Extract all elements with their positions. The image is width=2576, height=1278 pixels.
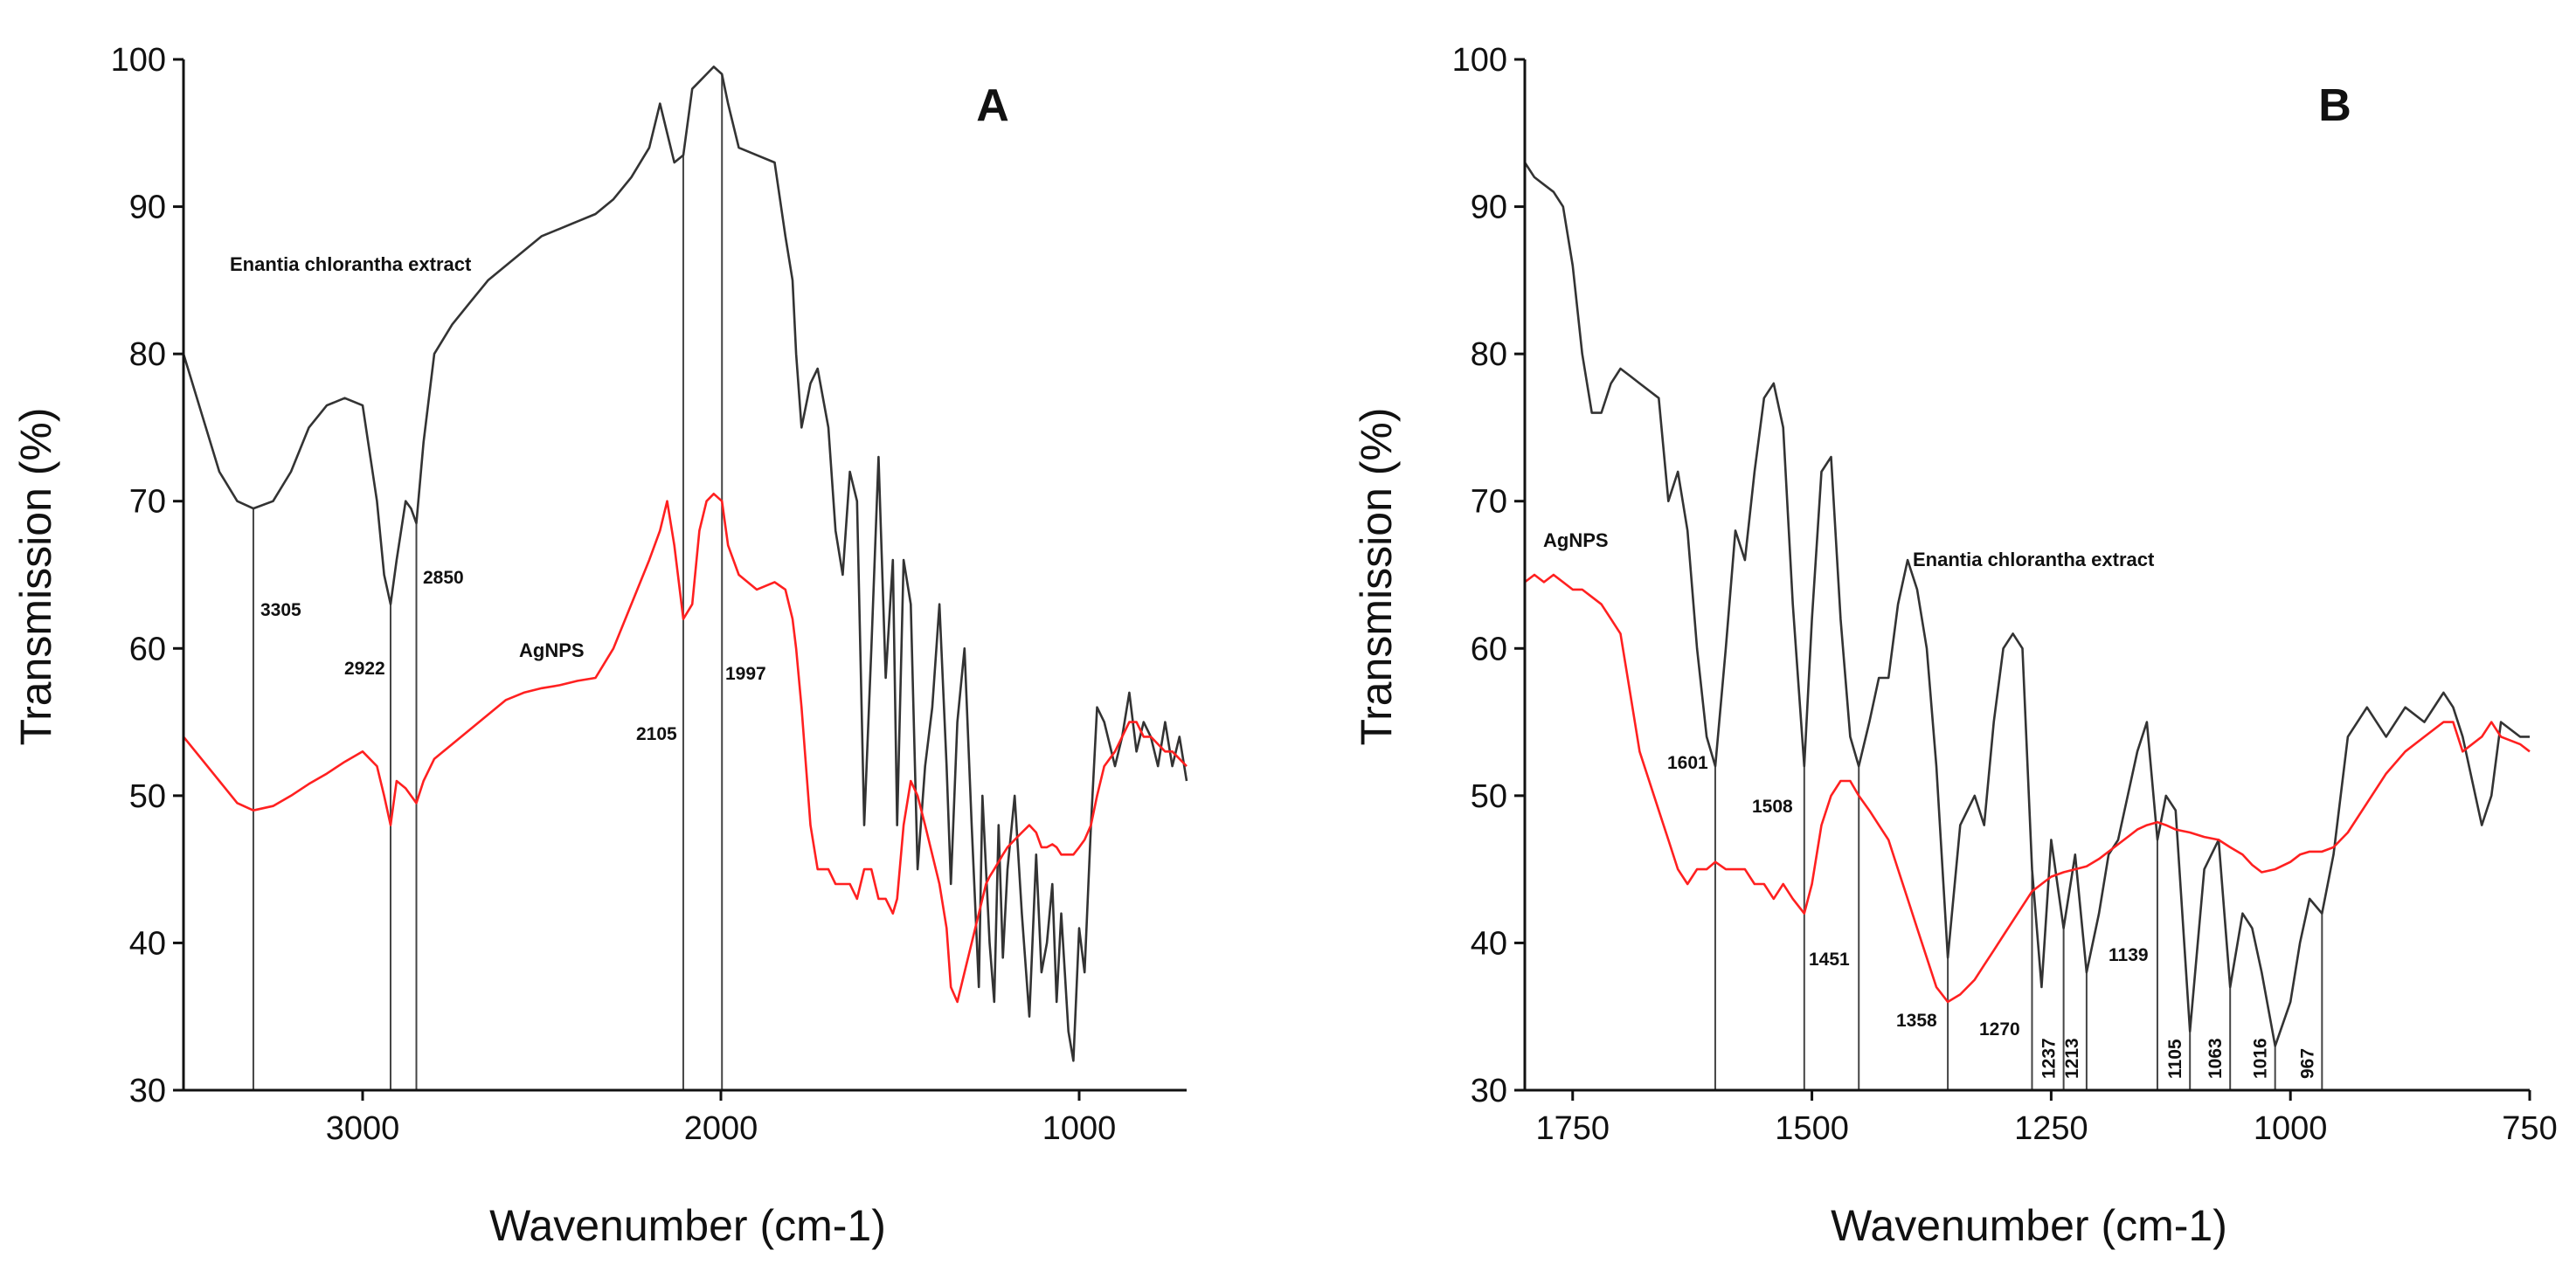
panel-a-annotation-label: 3305 [260,600,301,620]
panel-a-y-tick-label: 50 [129,778,166,815]
panel-a-annotation-label: 2922 [344,659,385,679]
panel-b-axes: 30 40 50 60 70 80 90 100 1750 1500 1250 1000 750 [1452,42,2558,1147]
panel-a-xlabel: Wavenumber (cm-1) [489,1201,886,1250]
panel-b-y-tick-label: 70 [1471,484,1507,521]
panel-b-y-tick-label: 60 [1471,631,1507,667]
panel-a-series-agnps-line [182,492,1188,1004]
panel-b-x-tick-label: 1000 [2254,1110,2328,1147]
panel-b-annotation-label: 1601 [1667,753,1708,773]
panel-b-agnps-label: AgNPS [1543,529,1609,551]
panel-a-series-extract-line [182,66,1188,1062]
panel-b-annotation-label: 1105 [2165,1039,2185,1079]
panel-b-x-tick-label: 750 [2502,1110,2557,1147]
panel-b-letter: B [2318,80,2351,131]
panel-b-x-tick-label: 1500 [1775,1110,1849,1147]
panel-b-x-tick-label: 1750 [1535,1110,1610,1147]
panel-a-y-tick-label: 70 [129,484,166,521]
panel-b-chart: 1601 1508 1451 1358 1270 1237 1213 1139 1105 1063… [1352,42,2558,1250]
panel-a-letter: A [976,80,1009,131]
panel-b-annotation-label: 967 [2297,1048,2317,1079]
panel-a-extract-label: Enantia chlorantha extract [230,253,472,275]
panel-b-annotation-label: 1270 [1979,1019,2020,1040]
panel-b-annotation-label: 1213 [2062,1038,2082,1079]
panel-a-y-tick-label: 80 [129,336,166,373]
panel-b-y-tick-label: 40 [1471,925,1507,962]
panel-b-y-tick-label: 80 [1471,336,1507,373]
panel-a-x-tick-label: 1000 [1042,1110,1117,1147]
panel-a-ylabel: Transmission (%) [11,407,60,745]
panel-b-series-agnps-line [1524,573,2531,1004]
panel-b-annotation-label: 1237 [2039,1038,2060,1079]
panel-b-annotation-label: 1063 [2206,1038,2226,1079]
panel-b-series [1523,162,2531,1047]
panel-b-series-extract-line [1523,162,2530,1047]
panel-a-y-tick-label: 90 [129,190,166,226]
panel-b-ylabel: Transmission (%) [1352,407,1401,745]
panel-a-x-tick-label: 2000 [684,1110,758,1147]
panel-a-series [182,66,1188,1062]
panel-b-annotation-label: 1016 [2251,1038,2271,1079]
panel-a-x-tick-label: 3000 [326,1110,400,1147]
panel-a-annotation-label: 2850 [423,568,464,588]
panel-a-annotation-lines: 3305 2922 2850 2105 1997 [252,73,766,1090]
panel-a-agnps-label: AgNPS [519,639,585,661]
panel-b-y-tick-label: 90 [1471,190,1507,226]
panel-a-axes: 30 40 50 60 70 80 90 100 3000 2000 1000 [111,42,1187,1147]
panel-b-annotation-label: 1358 [1896,1011,1937,1031]
panel-b-xlabel: Wavenumber (cm-1) [1831,1201,2227,1250]
panel-b-y-tick-label: 50 [1471,778,1507,815]
panel-a-y-tick-label: 100 [111,42,166,79]
panel-a-y-tick-label: 40 [129,925,166,962]
panel-b-annotation-label: 1139 [2109,945,2149,965]
panel-a-annotation-label: 2105 [636,724,677,744]
panel-b-annotation-label: 1451 [1809,950,1850,970]
panel-b-annotation-lines: 1601 1508 1451 1358 1270 1237 1213 1139 1105 1063… [1667,753,2323,1090]
panel-b-y-tick-label: 100 [1452,42,1507,79]
panel-b-extract-label: Enantia chlorantha extract [1913,549,2155,570]
panel-a-y-tick-label: 60 [129,631,166,667]
panel-b-annotation-label: 1508 [1752,797,1793,817]
panel-a-annotation-label: 1997 [725,664,766,684]
panel-b-x-tick-label: 1250 [2014,1110,2088,1147]
panel-a-y-tick-label: 30 [129,1073,166,1109]
panel-b-y-tick-label: 30 [1471,1073,1507,1109]
